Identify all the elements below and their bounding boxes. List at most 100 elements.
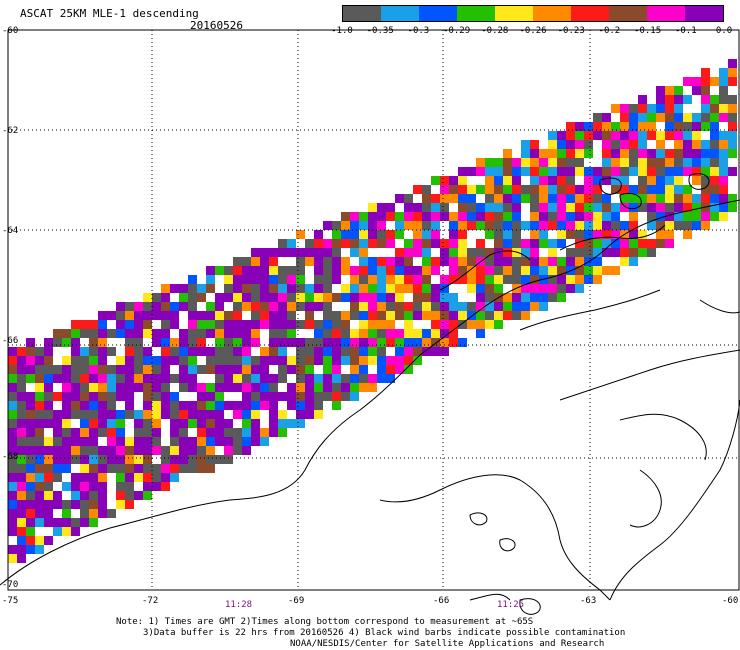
data-cell — [269, 338, 278, 347]
data-cell — [62, 482, 71, 491]
data-cell — [458, 212, 467, 221]
data-cell — [431, 230, 440, 239]
data-cell — [215, 383, 224, 392]
data-cell — [377, 302, 386, 311]
data-cell — [530, 293, 539, 302]
data-cell — [449, 221, 458, 230]
data-cell — [134, 428, 143, 437]
data-cell — [278, 428, 287, 437]
data-cell — [701, 77, 710, 86]
data-cell — [719, 77, 728, 86]
data-cell — [494, 158, 503, 167]
data-cell — [134, 383, 143, 392]
data-cell — [485, 293, 494, 302]
data-cell — [62, 374, 71, 383]
data-cell — [35, 545, 44, 554]
data-cell — [548, 167, 557, 176]
data-cell — [80, 509, 89, 518]
data-cell — [71, 518, 80, 527]
data-cell — [134, 356, 143, 365]
data-cell — [71, 500, 80, 509]
data-cell — [377, 365, 386, 374]
data-cell — [161, 284, 170, 293]
data-cell — [449, 194, 458, 203]
data-cell — [431, 266, 440, 275]
data-cell — [62, 329, 71, 338]
data-cell — [269, 419, 278, 428]
data-cell — [305, 239, 314, 248]
data-cell — [53, 455, 62, 464]
data-cell — [602, 158, 611, 167]
data-cell — [314, 293, 323, 302]
data-cell — [260, 383, 269, 392]
data-cell — [359, 365, 368, 374]
data-cell — [332, 257, 341, 266]
data-cell — [710, 95, 719, 104]
data-cell — [98, 464, 107, 473]
data-cell — [188, 347, 197, 356]
data-cell — [269, 401, 278, 410]
data-cell — [143, 464, 152, 473]
data-cell — [62, 383, 71, 392]
data-cell — [332, 338, 341, 347]
data-cell — [458, 338, 467, 347]
data-cell — [341, 284, 350, 293]
data-cell — [638, 230, 647, 239]
data-cell — [296, 275, 305, 284]
data-cell — [485, 203, 494, 212]
data-cell — [512, 167, 521, 176]
data-cell — [332, 221, 341, 230]
data-cell — [98, 365, 107, 374]
data-cell — [269, 356, 278, 365]
data-cell — [440, 275, 449, 284]
data-cell — [197, 437, 206, 446]
data-cell — [224, 311, 233, 320]
data-cell — [314, 230, 323, 239]
data-cell — [431, 194, 440, 203]
data-cell — [44, 365, 53, 374]
data-cell — [413, 203, 422, 212]
data-cell — [449, 176, 458, 185]
data-cell — [287, 266, 296, 275]
data-cell — [503, 221, 512, 230]
data-cell — [170, 401, 179, 410]
data-cell — [314, 383, 323, 392]
data-cell — [233, 320, 242, 329]
data-cell — [566, 221, 575, 230]
data-cell — [494, 230, 503, 239]
data-cell — [98, 347, 107, 356]
data-cell — [179, 329, 188, 338]
data-cell — [566, 122, 575, 131]
data-cell — [314, 356, 323, 365]
data-cell — [566, 176, 575, 185]
data-cell — [98, 338, 107, 347]
data-cell — [404, 284, 413, 293]
data-cell — [665, 95, 674, 104]
data-cell — [530, 239, 539, 248]
data-cell — [143, 473, 152, 482]
data-cell — [557, 212, 566, 221]
data-cell — [89, 446, 98, 455]
colorbar-label: -0.28 — [481, 26, 509, 36]
data-cell — [44, 401, 53, 410]
data-cell — [467, 266, 476, 275]
data-cell — [134, 374, 143, 383]
data-cell — [224, 329, 233, 338]
data-cell — [359, 257, 368, 266]
data-cell — [296, 356, 305, 365]
data-cell — [17, 383, 26, 392]
data-cell — [314, 266, 323, 275]
data-cell — [548, 212, 557, 221]
data-cell — [134, 338, 143, 347]
data-cell — [440, 311, 449, 320]
data-cell — [656, 230, 665, 239]
data-cell — [584, 176, 593, 185]
data-cell — [197, 392, 206, 401]
data-cell — [251, 338, 260, 347]
data-cell — [17, 527, 26, 536]
data-cell — [71, 374, 80, 383]
data-cell — [422, 275, 431, 284]
data-cell — [665, 194, 674, 203]
data-cell — [710, 113, 719, 122]
data-cell — [161, 455, 170, 464]
